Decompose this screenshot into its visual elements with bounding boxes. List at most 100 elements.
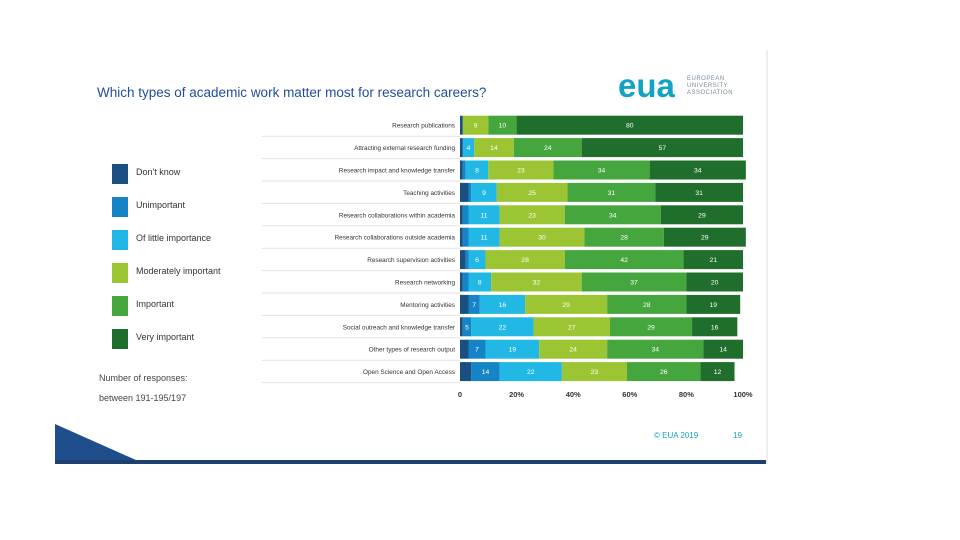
bar-segment — [564, 250, 684, 270]
bar-segment — [468, 205, 500, 225]
data-label: 14 — [719, 347, 727, 354]
data-label: 34 — [598, 168, 606, 175]
bar-segment — [553, 160, 650, 180]
category-label: Research networking — [395, 280, 455, 287]
bar-segment — [460, 339, 469, 359]
logo-subtitle-line: ASSOCIATION — [687, 90, 734, 96]
bar-segment — [539, 339, 608, 359]
bottom-rule — [55, 460, 767, 464]
data-label: 24 — [544, 145, 552, 152]
logo-subtitle: EUROPEAN UNIVERSITY ASSOCIATION — [687, 76, 733, 97]
eua-logo: eua EUROPEAN UNIVERSITY ASSOCIATION — [615, 67, 755, 106]
data-label: 26 — [660, 369, 668, 376]
data-label: 29 — [562, 302, 570, 309]
bar-segment — [567, 182, 656, 202]
bar-segment — [462, 227, 469, 247]
bar-segment — [488, 115, 517, 135]
bar-segment — [516, 115, 743, 135]
bar-segment — [561, 362, 627, 382]
bar-segment — [626, 362, 701, 382]
data-label: 29 — [701, 235, 709, 242]
bar-segment — [496, 182, 568, 202]
legend-label: Moderately important — [136, 266, 221, 276]
category-label: Social outreach and knowledge transfer — [343, 324, 456, 331]
bar-segment — [460, 250, 466, 270]
legend-label: Very important — [136, 332, 195, 342]
x-tick-label: 80% — [679, 390, 694, 399]
bar-segment — [460, 227, 463, 247]
data-label: 20 — [711, 280, 719, 287]
data-label: 11 — [481, 235, 488, 242]
responses-note-line: Number of responses: — [99, 373, 188, 383]
legend-swatch — [112, 164, 128, 184]
bar-segment — [460, 160, 463, 180]
data-label: 37 — [630, 280, 638, 287]
bar-segment — [581, 138, 743, 158]
bar-segment — [491, 272, 582, 292]
category-label: Research publications — [392, 123, 455, 130]
data-label: 23 — [528, 212, 536, 219]
bar-segment — [703, 339, 743, 359]
data-label: 42 — [620, 257, 628, 264]
data-label: 23 — [591, 369, 599, 376]
bar-segment — [499, 227, 585, 247]
bar-segment — [460, 272, 463, 292]
bar-segment — [460, 182, 469, 202]
footer-credit: © EUA 2019 — [654, 431, 699, 440]
logo-subtitle-line: EUROPEAN — [687, 76, 725, 82]
data-label: 34 — [609, 212, 617, 219]
bar-segment — [581, 272, 687, 292]
data-label: 29 — [698, 212, 706, 219]
data-label: 6 — [475, 257, 479, 264]
bar-segment — [460, 294, 469, 314]
category-label: Research collaborations within academia — [339, 212, 456, 219]
x-tick-label: 20% — [509, 390, 524, 399]
category-label: Research impact and knowledge transfer — [339, 168, 456, 175]
corner-decoration — [55, 424, 145, 464]
data-label: 27 — [568, 324, 576, 331]
legend-swatch — [112, 197, 128, 217]
data-label: 8 — [475, 168, 479, 175]
bar-segment — [660, 205, 743, 225]
data-label: 5 — [465, 324, 469, 331]
data-label: 25 — [528, 190, 536, 197]
bar-segment — [460, 115, 463, 135]
bar-segment — [460, 362, 472, 382]
data-label: 14 — [482, 369, 490, 376]
legend-swatch — [112, 263, 128, 283]
responses-note: Number of responses: between 191-195/197 — [99, 368, 188, 408]
bar-segment — [460, 138, 463, 158]
bar-segment — [607, 294, 687, 314]
logo-wordmark: eua — [618, 67, 675, 104]
x-tick-label: 40% — [566, 390, 581, 399]
data-label: 22 — [527, 369, 535, 376]
category-label: Mentoring activities — [400, 302, 455, 309]
bar-segment — [468, 227, 500, 247]
bar-segment — [513, 138, 582, 158]
data-label: 10 — [499, 123, 507, 130]
data-label: 14 — [490, 145, 498, 152]
x-tick-label: 0 — [458, 390, 462, 399]
bar-segment — [485, 250, 565, 270]
bar-segment — [609, 317, 693, 337]
data-label: 22 — [499, 324, 507, 331]
data-label: 28 — [620, 235, 628, 242]
legend-swatch — [112, 296, 128, 316]
bar-segment — [564, 205, 661, 225]
data-label: 11 — [481, 212, 488, 219]
data-label: 7 — [472, 302, 476, 309]
data-label: 57 — [659, 145, 667, 152]
legend-label: Of little importance — [136, 233, 212, 243]
data-label: 8 — [478, 280, 482, 287]
bar-segment — [700, 362, 735, 382]
bar-segment — [468, 272, 492, 292]
bar-segment — [462, 205, 469, 225]
legend-label: Important — [136, 299, 175, 309]
bar-segment — [686, 294, 741, 314]
bar-segment — [462, 317, 472, 337]
bar-segment — [479, 294, 526, 314]
data-label: 28 — [521, 257, 529, 264]
category-label: Other types of research output — [369, 347, 456, 354]
bar-segment — [584, 227, 664, 247]
